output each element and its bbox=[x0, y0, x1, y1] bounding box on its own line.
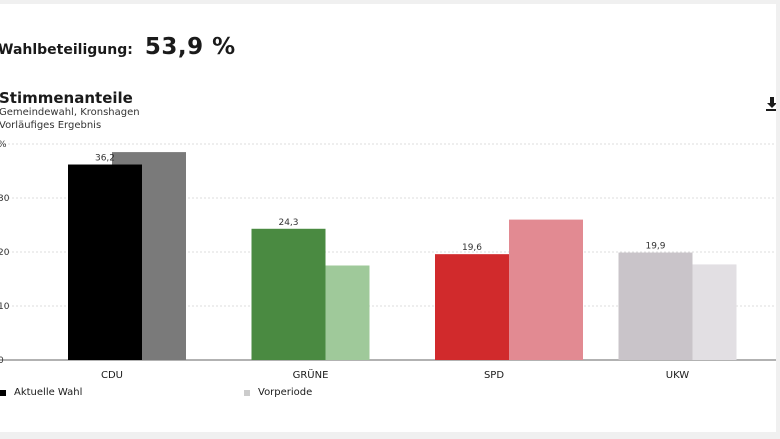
bar-value-label: 24,3 bbox=[278, 218, 298, 228]
y-tick-label: 30 bbox=[0, 194, 10, 204]
legend-label-current: Aktuelle Wahl bbox=[14, 387, 83, 398]
bar-current bbox=[68, 164, 142, 360]
y-tick-label: 0 bbox=[0, 356, 4, 366]
legend-swatch-previous bbox=[244, 389, 250, 396]
bar-current bbox=[435, 254, 509, 360]
bar-chart: 0 10 20 30% 36,2 CDU 24,3 GRÜNE 19,6 SPD 19,9 UKW bbox=[0, 140, 776, 381]
bar-previous bbox=[509, 219, 583, 360]
bar-value-label: 19,9 bbox=[645, 242, 665, 252]
legend-label-previous: Vorperiode bbox=[258, 387, 313, 398]
category-label: CDU bbox=[101, 370, 123, 381]
chart-title: Stimmenanteile bbox=[0, 89, 133, 107]
legend-swatch-current bbox=[0, 389, 6, 396]
bar-current bbox=[618, 252, 693, 360]
download-icon[interactable] bbox=[764, 96, 776, 112]
category-label: GRÜNE bbox=[293, 368, 329, 381]
turnout-label: Wahlbeteiligung: bbox=[0, 42, 133, 58]
turnout: Wahlbeteiligung: 53,9 % bbox=[0, 34, 236, 60]
bar-previous bbox=[325, 265, 370, 360]
bar-previous bbox=[692, 264, 737, 360]
bar-value-label: 36,2 bbox=[95, 154, 115, 164]
y-tick-label: 10 bbox=[0, 302, 10, 312]
y-tick-label: % bbox=[0, 140, 7, 150]
turnout-value: 53,9 % bbox=[144, 34, 236, 60]
legend-item-current: Aktuelle Wahl bbox=[0, 387, 82, 398]
legend-item-previous: Vorperiode bbox=[244, 387, 312, 398]
bar-current bbox=[251, 228, 326, 360]
chart-card: Wahlbeteiligung: 53,9 % Stimmenanteile G… bbox=[0, 4, 776, 432]
bar-value-label: 19,6 bbox=[462, 243, 482, 253]
category-label: UKW bbox=[666, 370, 690, 381]
chart-subtitle: Gemeindewahl, Kronshagen bbox=[0, 107, 140, 118]
chart-status: Vorläufiges Ergebnis bbox=[0, 120, 102, 131]
y-tick-label: 20 bbox=[0, 248, 10, 258]
category-label: SPD bbox=[484, 370, 504, 381]
